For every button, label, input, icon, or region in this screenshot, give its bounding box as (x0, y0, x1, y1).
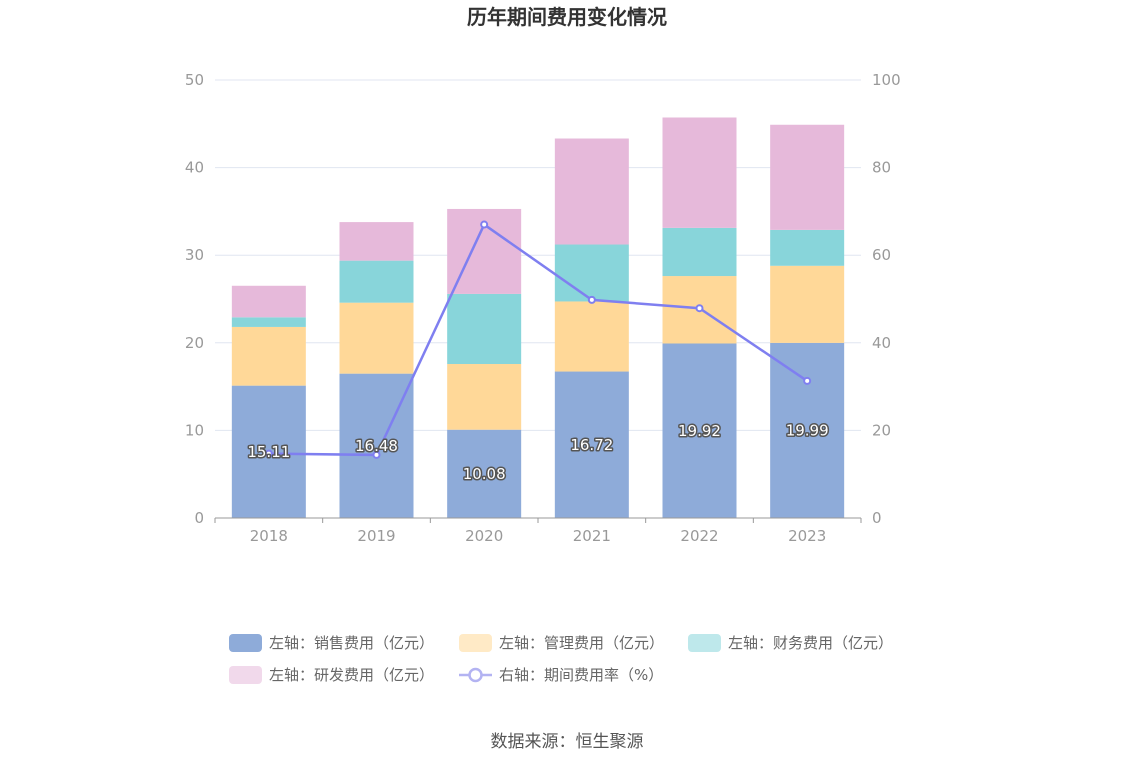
bar-segment-1 (231, 326, 306, 386)
y-right-tick-label: 80 (872, 159, 891, 177)
bar-segment-1 (447, 363, 522, 430)
legend-swatch (688, 634, 721, 652)
legend-swatch (459, 634, 492, 652)
x-tick-label: 2022 (680, 527, 718, 545)
rate-point (695, 304, 704, 313)
y-left-tick-label: 10 (185, 421, 204, 439)
bar-segment-2 (231, 317, 306, 327)
bar-segment-1 (770, 265, 845, 343)
bar-segment-1 (554, 301, 629, 372)
bar-segment-1 (339, 302, 414, 374)
legend-label: 左轴：管理费用（亿元） (499, 634, 664, 652)
bar-segment-3 (231, 285, 306, 318)
legend-swatch (229, 666, 262, 684)
y-right-tick-label: 20 (872, 421, 891, 439)
bar-segment-2 (662, 227, 737, 277)
bar-segment-2 (770, 229, 845, 266)
bar-data-label: 16.48 (355, 437, 398, 455)
x-axis: 2018 2019 2020 2021 2022 2023 (214, 518, 862, 545)
legend-label: 左轴：销售费用（亿元） (269, 634, 434, 652)
rate-point (372, 450, 381, 459)
y-axis-right: 0 20 40 60 80 100 (872, 71, 901, 527)
legend: 左轴：销售费用（亿元） 左轴：管理费用（亿元） 左轴：财务费用（亿元） 左轴：研发费用… (229, 634, 893, 684)
bar-segment-3 (339, 222, 414, 261)
y-right-tick-label: 0 (872, 509, 882, 527)
rate-point (264, 449, 273, 458)
data-labels: 15.11 16.48 10.08 16.72 19.92 19.99 (246, 420, 830, 484)
bar-segment-0 (554, 371, 629, 518)
y-left-tick-label: 40 (185, 159, 204, 177)
legend-item: 左轴：管理费用（亿元） (459, 634, 664, 652)
bar-segment-2 (447, 293, 522, 364)
rate-line (264, 220, 812, 459)
x-tick-label: 2020 (465, 527, 503, 545)
bar-segment-0 (770, 342, 845, 518)
legend-label: 左轴：财务费用（亿元） (728, 634, 893, 652)
bar-segment-2 (554, 244, 629, 302)
y-right-tick-label: 40 (872, 334, 891, 352)
y-left-tick-label: 50 (185, 71, 204, 89)
legend-item: 左轴：销售费用（亿元） (229, 634, 434, 652)
x-tick-label: 2021 (573, 527, 611, 545)
legend-label: 左轴：研发费用（亿元） (269, 666, 434, 684)
legend-item: 左轴：研发费用（亿元） (229, 666, 434, 684)
y-axis-left: 0 10 20 30 40 50 (185, 71, 204, 527)
legend-item: 右轴：期间费用率（%） (459, 666, 663, 684)
bar-segment-0 (662, 343, 737, 518)
y-left-tick-label: 0 (194, 509, 204, 527)
grid (215, 79, 861, 431)
bars (231, 117, 845, 518)
bar-data-label: 19.92 (678, 422, 721, 440)
y-right-tick-label: 100 (872, 71, 901, 89)
y-left-tick-label: 20 (185, 334, 204, 352)
legend-label: 右轴：期间费用率（%） (499, 666, 663, 684)
y-left-tick-label: 30 (185, 246, 204, 264)
rate-point (803, 376, 812, 385)
x-tick-label: 2018 (250, 527, 288, 545)
source-note: 数据来源：恒生聚源 (491, 732, 644, 752)
rate-point (480, 220, 489, 229)
bar-data-label: 15.11 (247, 443, 290, 461)
bar-data-label: 10.08 (463, 465, 506, 483)
rate-point (587, 295, 596, 304)
y-right-tick-label: 60 (872, 246, 891, 264)
bar-data-label: 19.99 (786, 421, 829, 439)
rate-line-path (268, 222, 808, 457)
legend-swatch (229, 634, 262, 652)
bar-data-label: 16.72 (570, 436, 613, 454)
bar-segment-3 (554, 138, 629, 245)
legend-line-marker (468, 667, 483, 683)
bar-segment-0 (339, 373, 414, 518)
bar-segment-0 (447, 429, 522, 518)
bar-segment-3 (770, 124, 845, 230)
x-tick-label: 2019 (357, 527, 395, 545)
bar-segment-2 (339, 260, 414, 303)
chart-title: 历年期间费用变化情况 (467, 5, 667, 29)
x-tick-label: 2023 (788, 527, 826, 545)
bar-segment-3 (662, 117, 737, 228)
legend-item: 左轴：财务费用（亿元） (688, 634, 893, 652)
